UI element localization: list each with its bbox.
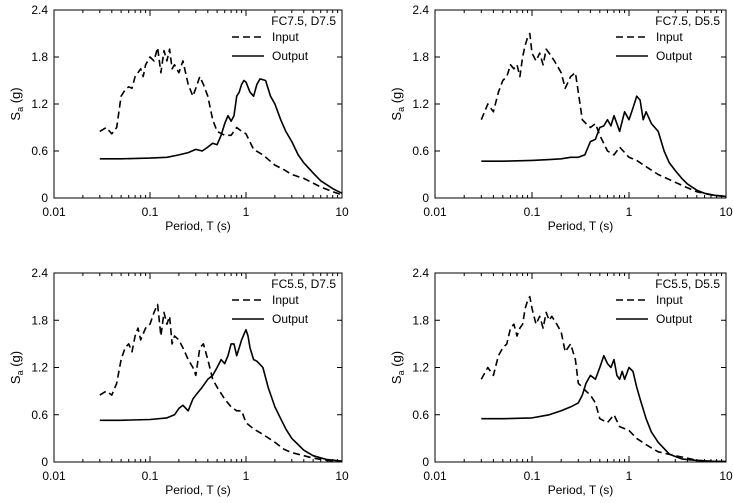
y-tick-label: 1.8 — [31, 313, 48, 327]
y-axis-label-sub: a — [396, 370, 406, 375]
y-tick-label: 1.2 — [31, 361, 48, 375]
y-tick-label: 1.2 — [31, 97, 48, 111]
y-axis-label-main: S — [8, 112, 23, 121]
y-tick-label: 2.4 — [412, 266, 429, 280]
legend-title: FC5.5, D7.5 — [271, 277, 336, 291]
y-axis-label-sub: a — [15, 107, 25, 112]
x-tick-label: 1 — [626, 205, 633, 219]
y-tick-label: 1.8 — [412, 50, 429, 64]
legend-label-input: Input — [272, 293, 299, 307]
series-line-output — [481, 354, 727, 463]
x-tick-label: 0.1 — [142, 205, 159, 219]
y-tick-label: 1.2 — [412, 97, 429, 111]
x-axis-label: Period, T (s) — [548, 219, 614, 233]
chart-panel-bottom-left: 0 0.6 1.2 1.8 2.4 0.01 0.1 1 10 Period, T (s) Sa (… — [8, 266, 349, 497]
plot-frame — [53, 9, 343, 199]
x-tick-label: 0.1 — [142, 469, 159, 483]
x-tick-label: 0.01 — [423, 469, 447, 483]
chart-panel-bottom-right: 0 0.6 1.2 1.8 2.4 0.01 0.1 1 10 Period, T (s) Sa (… — [389, 266, 733, 497]
legend-title: FC7.5, D5.5 — [655, 14, 720, 28]
plot-frame — [53, 272, 343, 463]
y-axis-label-unit: (g) — [8, 87, 23, 107]
x-tick-label: 10 — [719, 205, 733, 219]
y-axis-label-main: S — [389, 375, 404, 384]
x-tick-label: 1 — [626, 469, 633, 483]
x-tick-label: 10 — [335, 469, 349, 483]
y-tick-label: 2.4 — [31, 266, 48, 280]
y-tick-label: 0 — [41, 191, 48, 205]
x-tick-label: 10 — [719, 469, 733, 483]
y-tick-label: 1.8 — [31, 50, 48, 64]
y-tick-label: 0.6 — [31, 144, 48, 158]
x-axis-label: Period, T (s) — [165, 219, 231, 233]
legend-label-output: Output — [272, 49, 309, 63]
series-line-input — [480, 295, 727, 463]
y-axis-label-unit: (g) — [8, 351, 23, 371]
y-axis-label-sub: a — [15, 370, 25, 375]
series-line-input — [99, 46, 343, 196]
series-line-output — [481, 95, 727, 198]
legend-label-input: Input — [272, 30, 299, 44]
y-tick-label: 1.8 — [412, 313, 429, 327]
y-tick-label: 2.4 — [31, 3, 48, 17]
y-axis-label: Sa (g) — [389, 351, 406, 384]
legend-label-input: Input — [656, 30, 683, 44]
x-tick-label: 0.1 — [524, 205, 541, 219]
y-axis-label-main: S — [8, 375, 23, 384]
x-tick-label: 0.01 — [423, 205, 447, 219]
chart-panel-top-right: 0 0.6 1.2 1.8 2.4 0.01 0.1 1 10 Period, T (s) Sa (… — [389, 3, 733, 233]
y-axis-label: Sa (g) — [389, 87, 406, 120]
series-line-input — [99, 303, 343, 462]
x-tick-label: 0.01 — [42, 469, 66, 483]
x-tick-label: 0.1 — [524, 469, 541, 483]
legend-label-output: Output — [656, 49, 693, 63]
legend-label-output: Output — [272, 312, 309, 326]
y-tick-label: 1.2 — [412, 361, 429, 375]
y-axis-label: Sa (g) — [8, 351, 25, 384]
legend-label-input: Input — [656, 293, 683, 307]
x-tick-label: 1 — [243, 469, 250, 483]
y-axis-label: Sa (g) — [8, 87, 25, 120]
y-axis-label-unit: (g) — [389, 87, 404, 107]
series-line-output — [99, 328, 343, 462]
y-tick-label: 0.6 — [412, 144, 429, 158]
series-line-output — [99, 78, 343, 195]
y-tick-label: 0 — [422, 191, 429, 205]
y-tick-label: 0.6 — [412, 408, 429, 422]
x-tick-label: 1 — [243, 205, 250, 219]
x-tick-label: 10 — [335, 205, 349, 219]
y-tick-label: 2.4 — [412, 3, 429, 17]
chart-panel-top-left: 0 0.6 1.2 1.8 2.4 0.01 0.1 1 10 Period, T (s) Sa (… — [8, 3, 349, 233]
x-tick-label: 0.01 — [42, 205, 66, 219]
y-axis-label-sub: a — [396, 107, 406, 112]
y-tick-label: 0.6 — [31, 408, 48, 422]
y-tick-label: 0 — [41, 455, 48, 469]
legend-title: FC5.5, D5.5 — [655, 277, 720, 291]
legend-label-output: Output — [656, 312, 693, 326]
y-axis-label-unit: (g) — [389, 351, 404, 371]
y-axis-label-main: S — [389, 112, 404, 121]
x-axis-label: Period, T (s) — [548, 483, 614, 497]
x-axis-label: Period, T (s) — [165, 483, 231, 497]
series-line-input — [480, 32, 727, 198]
legend-title: FC7.5, D7.5 — [271, 14, 336, 28]
y-tick-label: 0 — [422, 455, 429, 469]
